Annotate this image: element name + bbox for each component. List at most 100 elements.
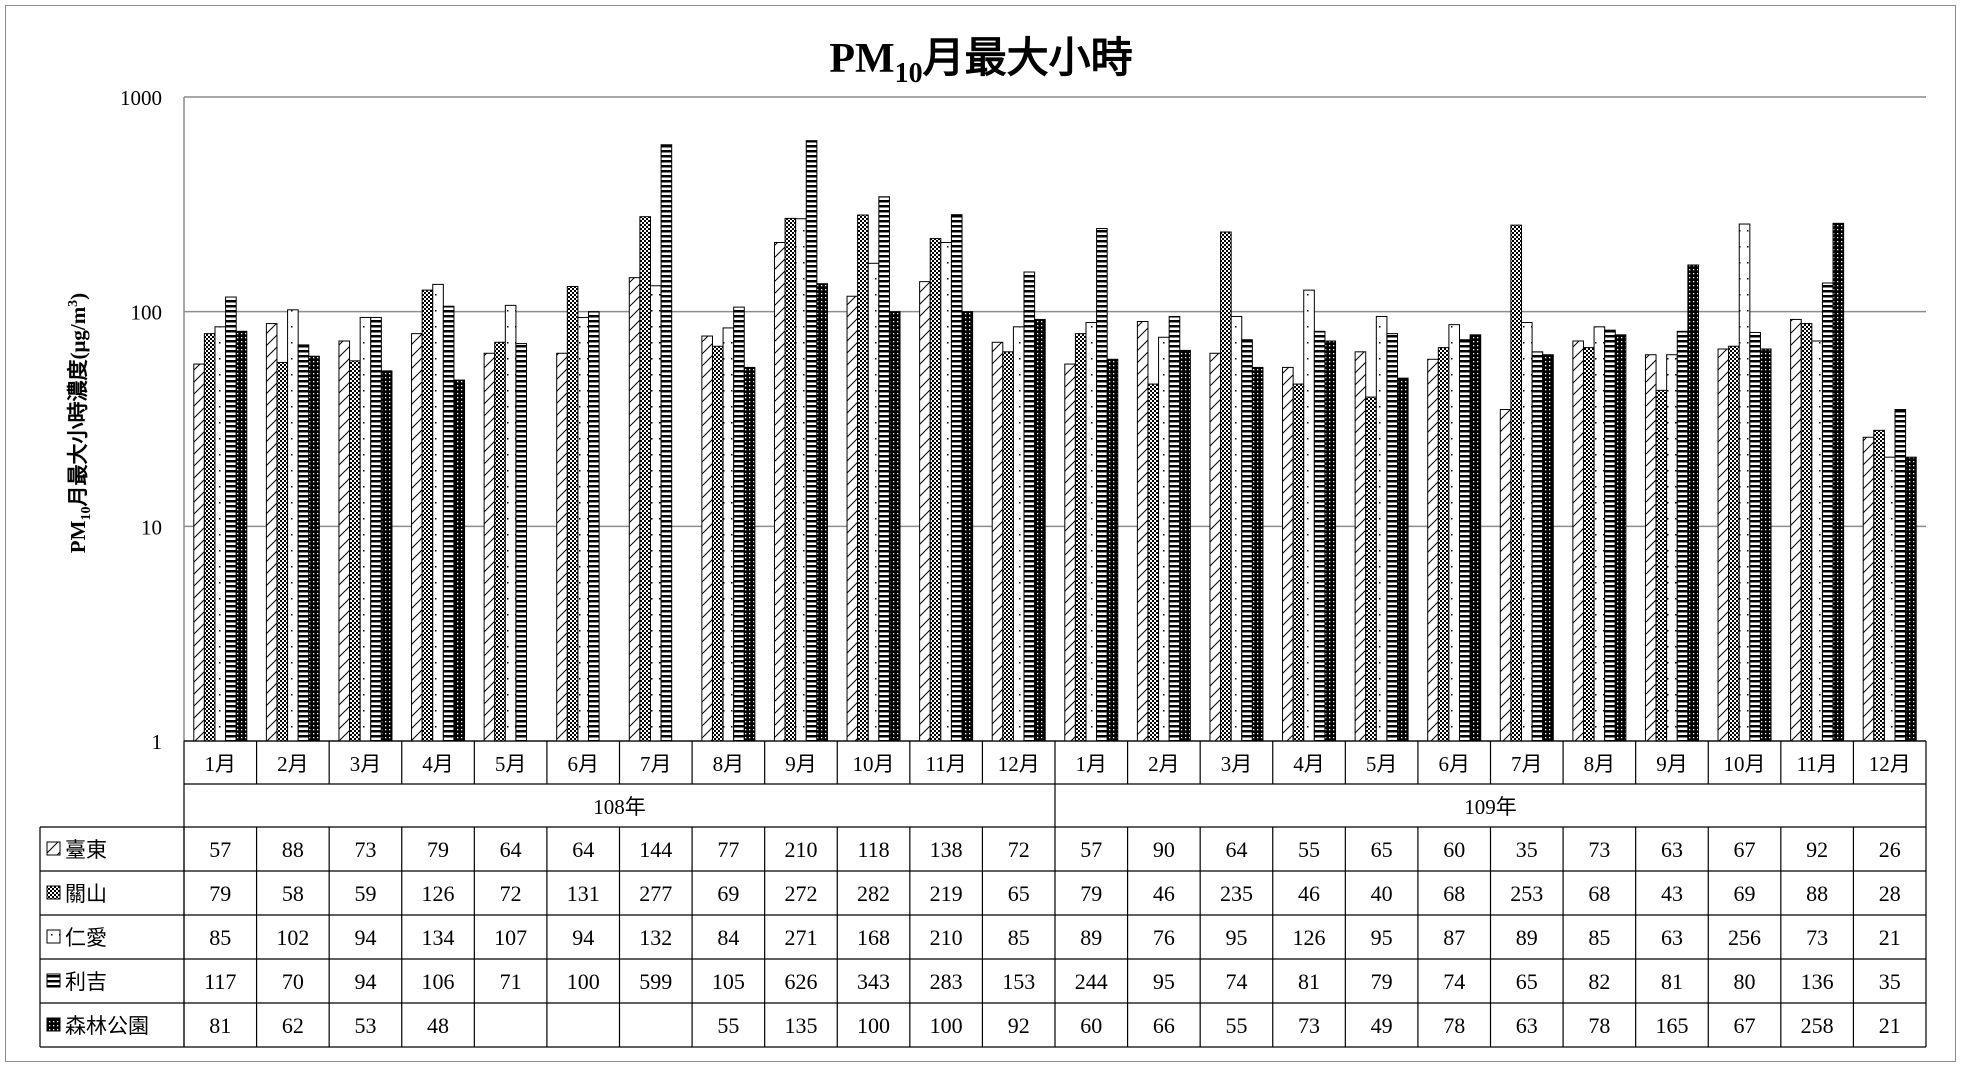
data-label: 79 — [1080, 881, 1102, 906]
bar-仁愛-11 — [1012, 326, 1025, 742]
bar-關山-2 — [349, 360, 361, 742]
bar-臺東-2 — [338, 340, 351, 742]
data-label: 95 — [1371, 925, 1393, 950]
bar-森林公園-17 — [1469, 334, 1482, 742]
bar-臺東-6 — [628, 277, 641, 742]
category-label: 12月 — [1869, 752, 1911, 776]
data-label: 92 — [1806, 837, 1828, 862]
y-tick-label: 10 — [141, 515, 162, 539]
data-table: 1月 2月 3月 4月 5月 6月 7月 8月 9月 10月 11月 12月 1月 2月 3月 4月 5月 6月 7… — [39, 740, 1927, 1048]
bar-關山-7 — [711, 345, 724, 742]
data-label: 244 — [1075, 969, 1108, 994]
category-label: 9月 — [785, 752, 817, 776]
group-label: 109年 — [1464, 795, 1517, 819]
data-label: 35 — [1516, 837, 1538, 862]
data-label: 63 — [1661, 925, 1683, 950]
y-tick-labels: 1 10 100 1000 — [120, 86, 162, 754]
bar-關山-6 — [639, 216, 651, 742]
data-label: 105 — [712, 969, 745, 994]
y-tick-label: 100 — [131, 301, 163, 325]
data-label: 71 — [500, 969, 522, 994]
data-label: 64 — [500, 837, 522, 862]
data-label: 68 — [1588, 881, 1610, 906]
y-tick-label: 1000 — [120, 86, 162, 110]
bar-仁愛-23 — [1883, 456, 1896, 742]
bar-臺東-22 — [1790, 318, 1802, 742]
bar-關山-11 — [1002, 351, 1014, 742]
data-label: 64 — [1225, 837, 1247, 862]
bar-仁愛-0 — [214, 326, 227, 742]
legend-label: 臺東 — [65, 838, 107, 862]
data-label: 46 — [1298, 881, 1320, 906]
bar-仁愛-9 — [867, 262, 880, 742]
category-label: 8月 — [713, 752, 745, 776]
data-label: 78 — [1443, 1013, 1465, 1038]
data-label: 26 — [1879, 837, 1901, 862]
bar-仁愛-15 — [1303, 289, 1315, 742]
bar-利吉-14 — [1241, 339, 1253, 742]
category-label: 1月 — [205, 752, 237, 776]
bar-關山-0 — [203, 333, 216, 742]
bar-利吉-12 — [1096, 228, 1108, 742]
data-label: 21 — [1879, 1013, 1901, 1038]
bar-仁愛-13 — [1158, 336, 1170, 742]
data-label: 84 — [717, 925, 739, 950]
data-label: 135 — [784, 1013, 817, 1038]
category-label: 8月 — [1584, 752, 1616, 776]
legend-key-仁愛 — [46, 929, 61, 944]
category-label: 7月 — [1511, 752, 1543, 776]
data-label: 55 — [717, 1013, 739, 1038]
bar-森林公園-15 — [1324, 340, 1337, 742]
bar-關山-15 — [1292, 383, 1305, 742]
bar-利吉-1 — [297, 344, 310, 742]
bar-森林公園-23 — [1905, 456, 1917, 742]
data-label: 63 — [1661, 837, 1683, 862]
data-label: 77 — [717, 837, 739, 862]
bar-仁愛-22 — [1811, 340, 1823, 742]
data-label: 79 — [1371, 969, 1393, 994]
legend-label: 森林公園 — [65, 1014, 149, 1038]
bar-關山-16 — [1365, 396, 1377, 742]
bar-臺東-0 — [193, 363, 205, 742]
data-label: 107 — [494, 925, 527, 950]
bar-臺東-11 — [991, 341, 1004, 742]
data-label: 153 — [1002, 969, 1035, 994]
category-label: 10月 — [853, 752, 895, 776]
bar-仁愛-5 — [577, 316, 590, 742]
bar-利吉-17 — [1459, 339, 1471, 742]
bar-利吉-21 — [1749, 331, 1761, 742]
category-label: 9月 — [1656, 752, 1688, 776]
data-label: 58 — [282, 881, 304, 906]
bar-利吉-3 — [442, 305, 455, 742]
bar-關山-22 — [1800, 323, 1813, 742]
data-label: 102 — [276, 925, 309, 950]
y-tick-label: 1 — [152, 730, 163, 754]
bar-關山-23 — [1873, 429, 1885, 742]
data-label: 95 — [1225, 925, 1247, 950]
category-label: 5月 — [1366, 752, 1398, 776]
data-label: 85 — [1588, 925, 1610, 950]
bar-利吉-8 — [805, 140, 818, 742]
bar-臺東-12 — [1064, 363, 1076, 742]
category-label: 1月 — [1076, 752, 1108, 776]
data-label: 144 — [639, 837, 672, 862]
bar-關山-20 — [1655, 389, 1668, 742]
category-label: 10月 — [1724, 752, 1766, 776]
bar-臺東-1 — [265, 323, 278, 742]
bar-森林公園-21 — [1759, 348, 1772, 742]
data-label: 43 — [1661, 881, 1683, 906]
data-label: 53 — [354, 1013, 376, 1038]
data-label: 46 — [1153, 881, 1175, 906]
bar-仁愛-3 — [432, 283, 444, 742]
bar-仁愛-21 — [1738, 223, 1751, 742]
bar-臺東-19 — [1572, 340, 1584, 742]
data-label: 72 — [1008, 837, 1030, 862]
legend-key-森林公園 — [46, 1017, 61, 1032]
data-label: 79 — [427, 837, 449, 862]
bar-森林公園-14 — [1251, 366, 1264, 742]
data-label: 60 — [1080, 1013, 1102, 1038]
bar-森林公園-2 — [380, 370, 393, 742]
data-label: 81 — [1661, 969, 1683, 994]
data-label: 271 — [784, 925, 817, 950]
